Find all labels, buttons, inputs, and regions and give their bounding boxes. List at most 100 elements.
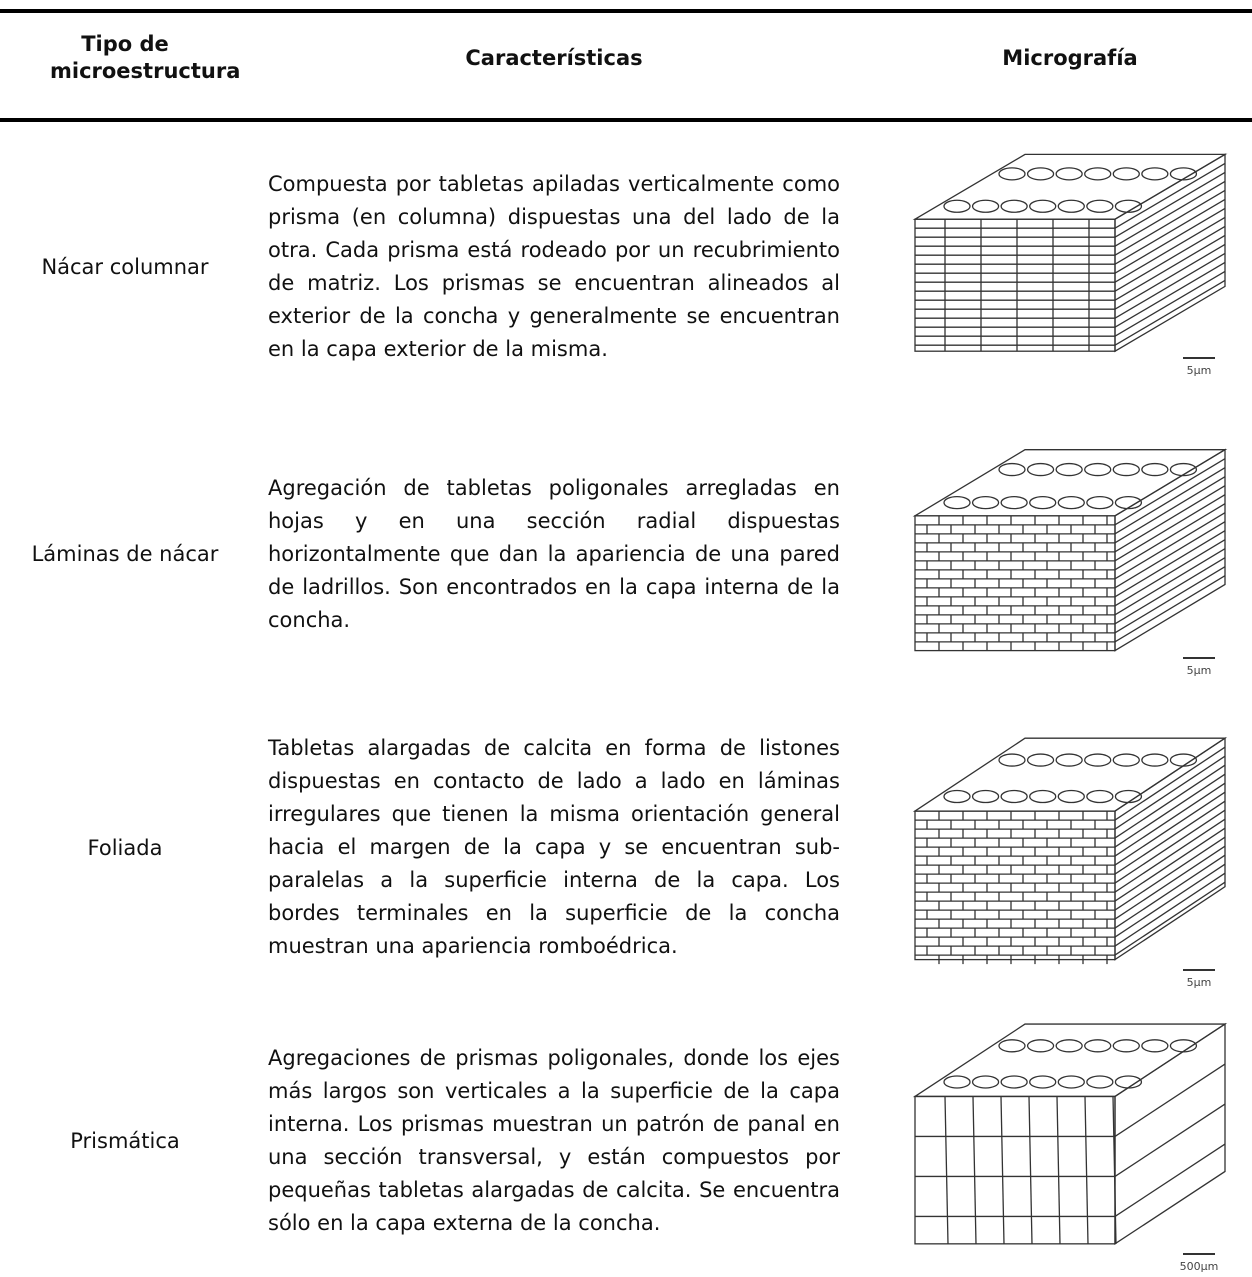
top-rule xyxy=(0,9,1252,13)
top-tablet xyxy=(971,789,1000,804)
layer-line xyxy=(1114,521,1226,589)
drawing xyxy=(912,1022,1228,1255)
header-text: Tipo de microestructura xyxy=(50,32,241,83)
layer-line xyxy=(1114,809,1226,884)
type-text: Nácar columnar xyxy=(41,255,209,279)
layer-line xyxy=(1114,270,1226,337)
layer-line xyxy=(1114,494,1226,562)
top-face xyxy=(912,449,1228,517)
layer-line xyxy=(1114,252,1226,319)
top-tablet xyxy=(943,789,971,804)
top-tablet xyxy=(1057,199,1085,213)
layer-line xyxy=(1114,764,1226,839)
top-tablet xyxy=(1169,167,1198,181)
top-tablet xyxy=(1055,167,1083,181)
micrograph: 5µm xyxy=(912,153,1228,377)
side-face xyxy=(1114,153,1226,353)
layer-line xyxy=(1114,1063,1226,1137)
header-cell: Micrografía xyxy=(900,18,1240,98)
layer-line xyxy=(1114,530,1226,598)
description-cell: Tabletas alargadas de calcita en forma d… xyxy=(268,690,840,1005)
top-tablet xyxy=(1055,753,1083,767)
column-line xyxy=(1084,1096,1089,1244)
top-tablet xyxy=(1141,1039,1169,1053)
top-tablet xyxy=(1112,1039,1140,1053)
top-tablet xyxy=(1084,167,1112,181)
column-line xyxy=(1000,1096,1005,1244)
description-cell: Compuesta por tabletas apiladas vertical… xyxy=(268,122,840,412)
top-tablet xyxy=(1029,789,1057,804)
header-cell: Tipo de microestructura xyxy=(0,18,250,98)
layer-line xyxy=(1114,845,1226,920)
top-tablet xyxy=(1141,462,1169,477)
layer-line xyxy=(1114,198,1226,265)
top-tablet xyxy=(998,167,1026,181)
top-tablet xyxy=(971,495,1000,510)
top-tablet xyxy=(1084,1039,1112,1053)
layer-line xyxy=(1114,881,1226,956)
layer-line xyxy=(1114,225,1226,292)
top-tablet xyxy=(1029,1075,1057,1089)
top-tablet xyxy=(998,753,1026,767)
micrograph: 5µm xyxy=(912,736,1228,989)
description-cell: Agregaciones de prismas poligonales, don… xyxy=(268,1005,840,1277)
top-tablet xyxy=(1026,462,1055,477)
layer-line xyxy=(1114,566,1226,634)
top-tablet xyxy=(1055,1039,1083,1053)
layer-line xyxy=(1114,512,1226,580)
top-tablet xyxy=(1084,462,1112,477)
layer-line xyxy=(1114,800,1226,875)
layer-line xyxy=(1114,162,1226,229)
layer-line xyxy=(1114,827,1226,902)
scale-label: 5µm xyxy=(1187,664,1212,677)
top-tablet xyxy=(1086,199,1114,213)
column-line xyxy=(1028,1096,1033,1244)
top-tablet xyxy=(1000,495,1028,510)
micrograph: 500µm xyxy=(912,1022,1228,1273)
micrograph: 5µm xyxy=(912,448,1228,677)
top-tablet xyxy=(1112,167,1140,181)
type-cell: Nácar columnar xyxy=(0,122,250,412)
scale-label: 5µm xyxy=(1187,976,1212,989)
top-tablet xyxy=(1112,753,1140,767)
layer-line xyxy=(1114,872,1226,947)
drawing xyxy=(912,736,1228,971)
top-tablet xyxy=(1086,495,1114,510)
drawing xyxy=(912,448,1228,659)
top-tablet xyxy=(1086,1075,1114,1089)
layer-line xyxy=(1114,476,1226,544)
header-rule xyxy=(0,118,1252,122)
top-tablet xyxy=(943,199,971,213)
layer-line xyxy=(1114,755,1226,830)
top-face xyxy=(912,737,1228,812)
top-tablet xyxy=(1000,1075,1028,1089)
top-tablet xyxy=(1029,495,1057,510)
top-tablet xyxy=(1141,753,1169,767)
top-tablet xyxy=(1086,789,1114,804)
top-tablet xyxy=(971,199,1000,213)
description-text: Agregación de tabletas poligonales arreg… xyxy=(268,475,840,632)
top-tablet xyxy=(1114,199,1143,213)
description-text: Tabletas alargadas de calcita en forma d… xyxy=(268,736,840,958)
column-line xyxy=(1056,1096,1061,1244)
layer-line xyxy=(1114,189,1226,256)
layer-line xyxy=(1114,503,1226,571)
layer-line xyxy=(1114,467,1226,535)
layer-line xyxy=(1114,746,1226,821)
top-tablet xyxy=(1169,1039,1198,1053)
layer-line xyxy=(1114,557,1226,625)
top-tablet xyxy=(998,1039,1026,1053)
layer-line xyxy=(1114,171,1226,238)
column-line xyxy=(1112,1096,1117,1244)
layer-line xyxy=(1114,485,1226,553)
top-tablet xyxy=(1029,199,1057,213)
top-tablet xyxy=(998,462,1026,477)
layer-line xyxy=(1114,791,1226,866)
layer-line xyxy=(1114,207,1226,274)
top-tablet xyxy=(1000,199,1028,213)
type-cell: Prismática xyxy=(0,1005,250,1277)
top-tablet xyxy=(971,1075,1000,1089)
top-tablet xyxy=(1026,167,1055,181)
top-tablet xyxy=(943,495,971,510)
